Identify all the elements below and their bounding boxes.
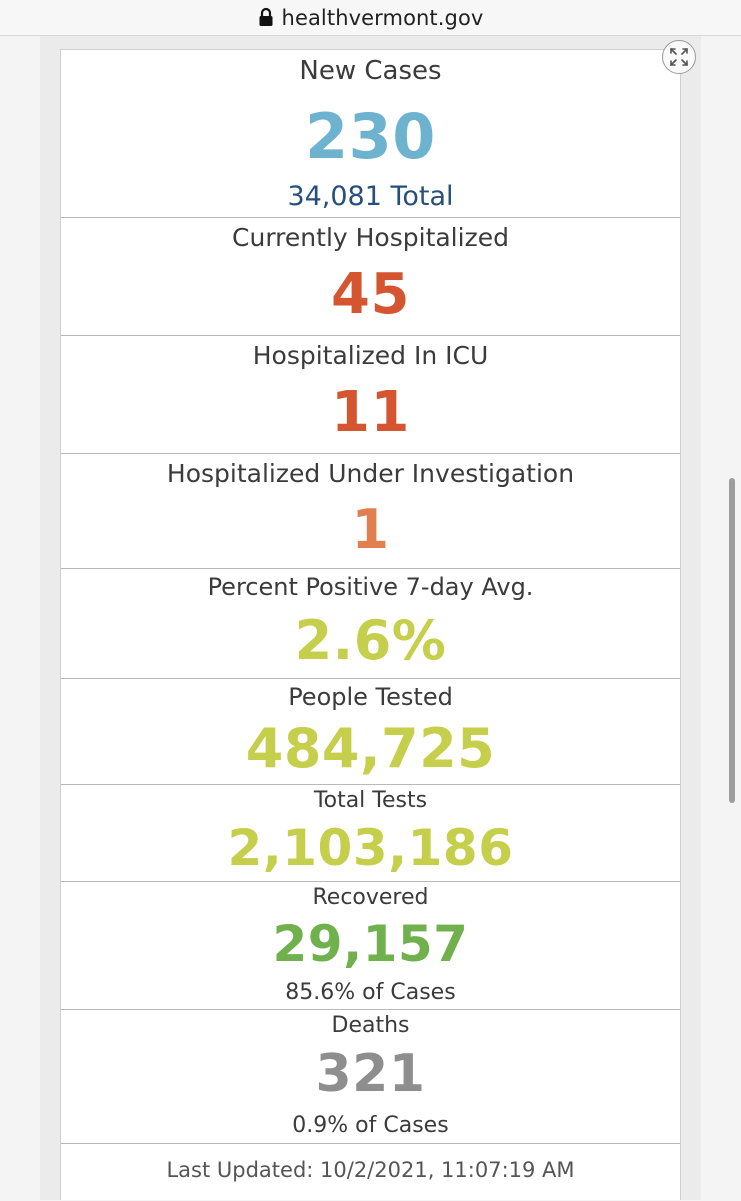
percent-positive-panel: Percent Positive 7-day Avg. 2.6% [61,569,680,679]
total-tests-label: Total Tests [313,788,428,813]
people-tested-label: People Tested [288,683,453,711]
deaths-label: Deaths [331,1013,410,1038]
last-updated-panel: Last Updated: 10/2/2021, 11:07:19 AM [61,1144,680,1201]
new-cases-panel: New Cases 230 34,081 Total [61,50,680,218]
investigation-label: Hospitalized Under Investigation [166,459,575,488]
fullscreen-button[interactable] [662,40,696,74]
hospitalized-label: Currently Hospitalized [232,223,509,252]
icu-label: Hospitalized In ICU [252,341,489,370]
scrollbar-thumb[interactable] [729,478,735,803]
recovered-panel: Recovered 29,157 85.6% of Cases [61,882,680,1010]
percent-positive-label: Percent Positive 7-day Avg. [207,573,534,601]
browser-url-bar[interactable]: healthvermont.gov [0,0,741,36]
lock-icon [259,7,273,26]
recovered-label: Recovered [312,885,429,910]
total-tests-value: 2,103,186 [227,819,514,877]
recovered-value: 29,157 [272,915,469,973]
deaths-percent: 0.9% of Cases [292,1113,449,1138]
percent-positive-value: 2.6% [294,609,447,672]
icu-value: 11 [331,380,410,445]
new-cases-label: New Cases [299,56,442,86]
investigation-value: 1 [351,498,390,561]
new-cases-total: 34,081 Total [287,181,454,212]
hospitalized-panel: Currently Hospitalized 45 [61,218,680,336]
total-tests-panel: Total Tests 2,103,186 [61,785,680,882]
hospitalized-value: 45 [331,262,410,327]
icu-panel: Hospitalized In ICU 11 [61,336,680,454]
deaths-panel: Deaths 321 0.9% of Cases [61,1010,680,1144]
deaths-value: 321 [315,1044,426,1104]
people-tested-value: 484,725 [245,717,496,780]
new-cases-value: 230 [305,100,436,173]
recovered-percent: 85.6% of Cases [285,980,456,1005]
investigation-panel: Hospitalized Under Investigation 1 [61,454,680,569]
people-tested-panel: People Tested 484,725 [61,679,680,785]
url-text: healthvermont.gov [281,5,484,30]
expand-icon [670,48,688,66]
last-updated-text: Last Updated: 10/2/2021, 11:07:19 AM [166,1158,575,1182]
dashboard-card: New Cases 230 34,081 Total Currently Hos… [60,49,681,1200]
